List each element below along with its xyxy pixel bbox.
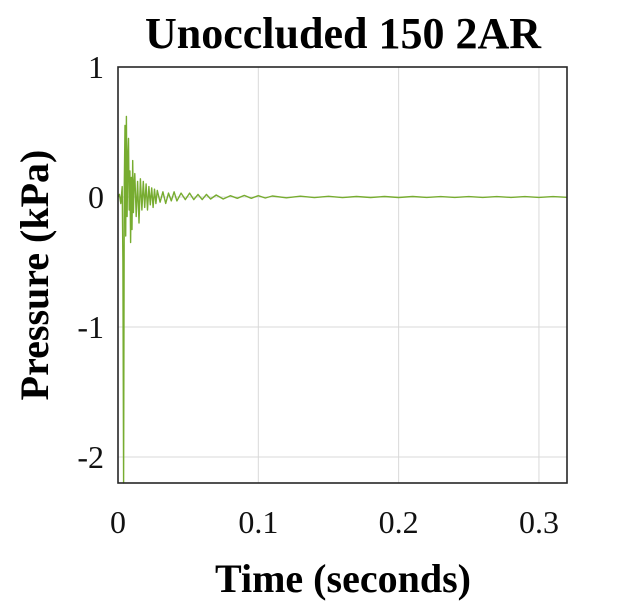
plot-frame	[117, 66, 568, 484]
y-tick-label: 0	[88, 179, 104, 215]
y-tick-label: 1	[88, 49, 104, 85]
x-tick-label: 0.3	[519, 504, 559, 540]
x-axis-label: Time (seconds)	[215, 556, 471, 601]
y-tick-label: -2	[77, 439, 104, 475]
tick-labels: 0 0.1 0.2 0.3 1 0 -1 -2	[77, 49, 559, 540]
series-group	[117, 115, 568, 484]
x-tick-label: 0	[110, 504, 126, 540]
pressure-series-line	[117, 115, 568, 484]
x-tick-label: 0.1	[238, 504, 278, 540]
y-axis-label: Pressure (kPa)	[12, 150, 57, 401]
gridlines	[117, 66, 567, 483]
x-tick-label: 0.2	[379, 504, 419, 540]
y-tick-label: -1	[77, 309, 104, 345]
chart-title: Unoccluded 150 2AR	[145, 9, 542, 58]
